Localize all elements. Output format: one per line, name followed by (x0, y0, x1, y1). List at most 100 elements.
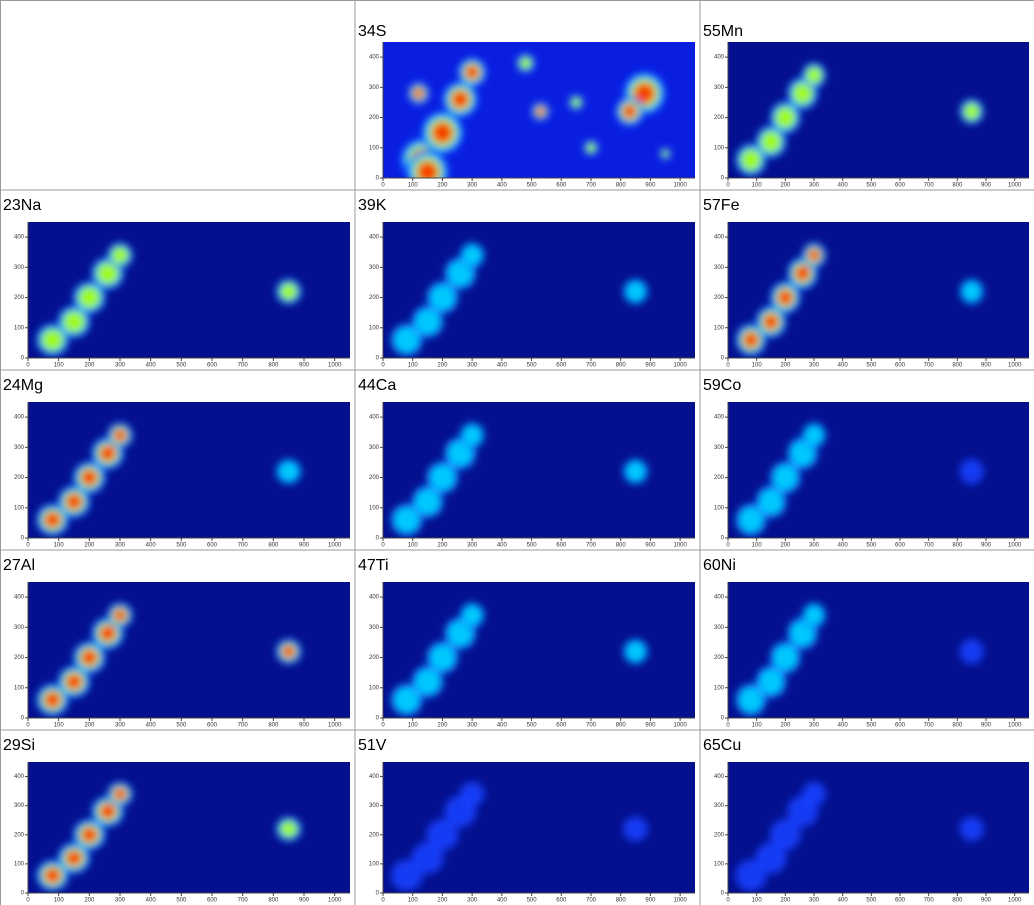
x-tick-label: 600 (895, 723, 906, 729)
x-tick-label: 900 (981, 543, 992, 549)
x-tick-label: 100 (54, 723, 65, 729)
y-tick-label: 0 (721, 176, 725, 182)
x-tick-label: 200 (780, 898, 791, 904)
y-tick-label: 100 (369, 685, 380, 691)
x-tick-label: 300 (809, 543, 820, 549)
panel-title: 23Na (3, 197, 41, 214)
y-tick-label: 300 (369, 265, 380, 271)
x-tick-label: 900 (981, 898, 992, 904)
y-tick-label: 100 (714, 145, 725, 151)
y-tick-label: 100 (369, 505, 380, 511)
x-tick-label: 500 (527, 183, 538, 189)
x-tick-label: 600 (207, 723, 218, 729)
blob (622, 104, 636, 119)
x-tick-label: 400 (146, 363, 157, 369)
y-tick-label: 300 (714, 85, 725, 91)
x-tick-label: 1000 (1008, 543, 1022, 549)
x-tick-label: 1000 (673, 543, 687, 549)
blob (960, 639, 984, 664)
x-tick-label: 800 (952, 543, 963, 549)
x-tick-label: 200 (437, 183, 448, 189)
x-tick-label: 100 (752, 898, 763, 904)
x-tick-label: 900 (981, 363, 992, 369)
blob (662, 150, 669, 157)
blob (964, 103, 980, 120)
y-tick-label: 0 (376, 891, 380, 897)
panel-title: 39K (358, 197, 387, 214)
x-tick-label: 700 (586, 183, 597, 189)
panel-title: 47Ti (358, 557, 389, 574)
x-tick-label: 500 (866, 543, 877, 549)
y-tick-label: 200 (369, 655, 380, 661)
y-tick-label: 0 (21, 536, 25, 542)
y-tick-label: 100 (14, 685, 25, 691)
y-tick-label: 300 (714, 625, 725, 631)
x-tick-label: 400 (497, 543, 508, 549)
blob (804, 425, 824, 446)
blob (625, 641, 646, 662)
panel-title: 51V (358, 737, 387, 754)
blob (772, 464, 798, 491)
x-tick-label: 100 (408, 363, 419, 369)
y-tick-label: 100 (714, 505, 725, 511)
y-tick-label: 400 (714, 595, 725, 601)
y-tick-label: 0 (376, 356, 380, 362)
x-tick-label: 400 (497, 363, 508, 369)
y-tick-label: 300 (14, 625, 25, 631)
x-tick-label: 600 (556, 183, 567, 189)
x-tick-label: 300 (467, 723, 478, 729)
x-tick-label: 900 (645, 183, 656, 189)
panel-title: 65Cu (703, 737, 741, 754)
x-tick-label: 300 (115, 363, 126, 369)
x-tick-label: 100 (54, 898, 65, 904)
y-tick-label: 400 (369, 595, 380, 601)
x-tick-label: 800 (616, 898, 627, 904)
x-tick-label: 900 (645, 543, 656, 549)
y-tick-label: 300 (714, 803, 725, 809)
x-tick-label: 200 (437, 363, 448, 369)
blob (63, 311, 85, 333)
x-tick-label: 300 (115, 898, 126, 904)
x-tick-label: 100 (408, 723, 419, 729)
x-tick-label: 800 (268, 723, 279, 729)
y-tick-label: 100 (714, 861, 725, 867)
y-tick-label: 200 (369, 295, 380, 301)
x-tick-label: 1000 (328, 543, 342, 549)
x-tick-label: 200 (437, 543, 448, 549)
y-tick-label: 200 (714, 832, 725, 838)
x-tick-label: 0 (726, 363, 730, 369)
y-tick-label: 100 (714, 685, 725, 691)
y-tick-label: 0 (721, 891, 725, 897)
x-tick-label: 900 (981, 723, 992, 729)
y-tick-label: 200 (369, 832, 380, 838)
x-tick-label: 400 (838, 723, 849, 729)
y-tick-label: 100 (14, 325, 25, 331)
y-tick-label: 400 (714, 774, 725, 780)
y-tick-label: 300 (369, 85, 380, 91)
x-tick-label: 0 (381, 183, 385, 189)
x-tick-label: 900 (299, 543, 310, 549)
blob (114, 429, 127, 442)
x-tick-label: 100 (54, 543, 65, 549)
blob (625, 461, 646, 482)
x-tick-label: 400 (838, 543, 849, 549)
blob (78, 287, 100, 309)
x-tick-label: 200 (84, 543, 95, 549)
x-tick-label: 100 (408, 183, 419, 189)
blob (66, 494, 83, 510)
x-tick-label: 0 (726, 183, 730, 189)
y-tick-label: 100 (14, 505, 25, 511)
x-tick-label: 1000 (1008, 723, 1022, 729)
x-tick-label: 400 (146, 723, 157, 729)
x-tick-label: 800 (616, 183, 627, 189)
x-tick-label: 500 (176, 723, 187, 729)
y-tick-label: 300 (369, 625, 380, 631)
blob (960, 459, 984, 484)
x-tick-label: 300 (467, 363, 478, 369)
x-tick-label: 0 (726, 723, 730, 729)
y-tick-label: 200 (14, 655, 25, 661)
blob (451, 90, 469, 108)
blob (429, 644, 456, 671)
y-tick-label: 100 (369, 325, 380, 331)
x-tick-label: 900 (645, 898, 656, 904)
